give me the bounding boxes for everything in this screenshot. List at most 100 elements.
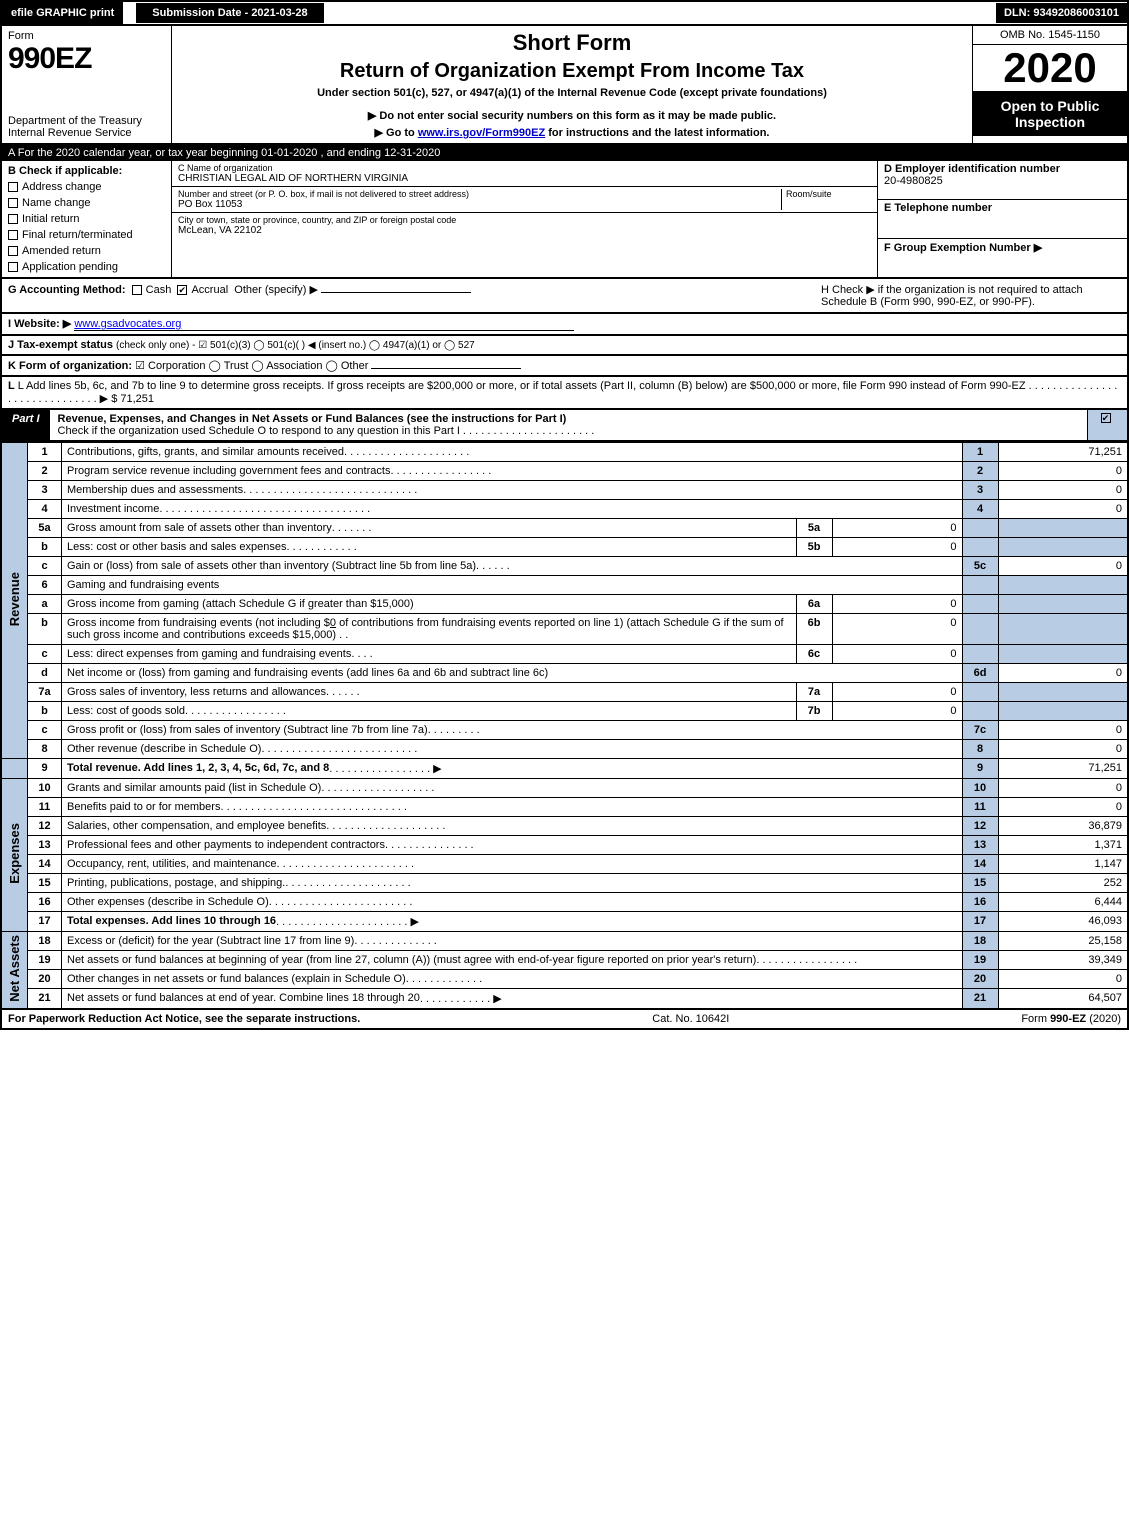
lbl-final-return: Final return/terminated xyxy=(22,229,133,241)
lbl-name-change: Name change xyxy=(22,197,91,209)
ln5c-desc: Gain or (loss) from sale of assets other… xyxy=(67,560,476,572)
ln15-num: 15 xyxy=(28,874,62,893)
ln18-num: 18 xyxy=(28,932,62,951)
ln5a-samt: 0 xyxy=(832,519,962,538)
ln7b-num: b xyxy=(28,702,62,721)
ln15-amt: 252 xyxy=(998,874,1128,893)
ln18-desc: Excess or (deficit) for the year (Subtra… xyxy=(67,935,354,947)
part-i-tag: Part I xyxy=(2,410,50,440)
website-link[interactable]: www.gsadvocates.org xyxy=(74,318,181,330)
ln6c-desc: Less: direct expenses from gaming and fu… xyxy=(67,648,351,660)
ln5c-ref: 5c xyxy=(962,557,998,576)
ln12-ref: 12 xyxy=(962,817,998,836)
row-i-website: I Website: ▶ www.gsadvocates.org xyxy=(0,314,1129,336)
val-city: McLean, VA 22102 xyxy=(178,225,871,236)
ln7b-desc: Less: cost of goods sold xyxy=(67,705,185,717)
chk-accrual[interactable] xyxy=(177,285,187,295)
side-expenses: Expenses xyxy=(7,823,22,884)
dept-label: Department of the Treasury Internal Reve… xyxy=(8,115,165,139)
lbl-website: I Website: ▶ xyxy=(8,318,71,330)
ln16-amt: 6,444 xyxy=(998,893,1128,912)
ln7c-num: c xyxy=(28,721,62,740)
ln5a-sref: 5a xyxy=(796,519,832,538)
ln11-amt: 0 xyxy=(998,798,1128,817)
check-if-applicable: Check if applicable: xyxy=(19,165,122,177)
ln11-desc: Benefits paid to or for members xyxy=(67,801,220,813)
col-d-ein: D Employer identification number 20-4980… xyxy=(877,161,1127,277)
note2-post: for instructions and the latest informat… xyxy=(545,127,769,139)
lbl-accounting-method: G Accounting Method: xyxy=(8,284,126,296)
row-a-tax-year: A For the 2020 calendar year, or tax yea… xyxy=(0,145,1129,161)
form-header: Form 990EZ Department of the Treasury In… xyxy=(0,26,1129,145)
chk-part-i-schedule-o[interactable] xyxy=(1101,413,1111,423)
efile-print-button[interactable]: efile GRAPHIC print xyxy=(2,2,123,24)
ln5b-samt: 0 xyxy=(832,538,962,557)
ln7a-sref: 7a xyxy=(796,683,832,702)
footer-left: For Paperwork Reduction Act Notice, see … xyxy=(8,1013,360,1025)
ln17-num: 17 xyxy=(28,912,62,932)
label-b: B xyxy=(8,165,16,177)
chk-application-pending[interactable] xyxy=(8,262,18,272)
chk-initial-return[interactable] xyxy=(8,214,18,224)
ln3-ref: 3 xyxy=(962,481,998,500)
lbl-group-exempt: F Group Exemption Number ▶ xyxy=(884,242,1042,254)
ln7b-sref: 7b xyxy=(796,702,832,721)
ln3-num: 3 xyxy=(28,481,62,500)
lbl-accrual: Accrual xyxy=(191,284,228,296)
ln17-ref: 17 xyxy=(962,912,998,932)
ln17-desc: Total expenses. Add lines 10 through 16 xyxy=(67,915,276,928)
lbl-room: Room/suite xyxy=(786,189,871,199)
ln5b-num: b xyxy=(28,538,62,557)
section-b-c-d: B Check if applicable: Address change Na… xyxy=(0,161,1129,279)
val-address: PO Box 11053 xyxy=(178,199,781,210)
ln6c-samt: 0 xyxy=(832,645,962,664)
omb-number: OMB No. 1545-1150 xyxy=(973,26,1127,45)
row-k-org-form: K Form of organization: ☑ Corporation ◯ … xyxy=(0,356,1129,377)
part-i-table: Revenue 1 Contributions, gifts, grants, … xyxy=(0,442,1129,1010)
ln18-amt: 25,158 xyxy=(998,932,1128,951)
ln16-num: 16 xyxy=(28,893,62,912)
ln1-ref: 1 xyxy=(962,443,998,462)
chk-cash[interactable] xyxy=(132,285,142,295)
footer-mid: Cat. No. 10642I xyxy=(652,1013,729,1025)
ln19-desc: Net assets or fund balances at beginning… xyxy=(67,954,756,966)
ln8-ref: 8 xyxy=(962,740,998,759)
ln6c-sref: 6c xyxy=(796,645,832,664)
ln16-ref: 16 xyxy=(962,893,998,912)
chk-amended-return[interactable] xyxy=(8,246,18,256)
lbl-city: City or town, state or province, country… xyxy=(178,215,871,225)
l-amount: $ 71,251 xyxy=(111,393,154,405)
ln5c-amt: 0 xyxy=(998,557,1128,576)
lbl-org-form: K Form of organization: xyxy=(8,360,132,372)
ln6c-num: c xyxy=(28,645,62,664)
dln-label: DLN: 93492086003101 xyxy=(996,3,1127,23)
ln3-desc: Membership dues and assessments xyxy=(67,484,243,496)
other-method-field[interactable] xyxy=(321,292,471,293)
ln11-ref: 11 xyxy=(962,798,998,817)
ln5a-desc: Gross amount from sale of assets other t… xyxy=(67,522,332,534)
ln20-amt: 0 xyxy=(998,970,1128,989)
chk-final-return[interactable] xyxy=(8,230,18,240)
col-b-checkboxes: B Check if applicable: Address change Na… xyxy=(2,161,172,277)
ln7c-ref: 7c xyxy=(962,721,998,740)
ln6a-desc: Gross income from gaming (attach Schedul… xyxy=(62,595,797,614)
open-inspection: Open to Public Inspection xyxy=(973,91,1127,136)
ln9-amt: 71,251 xyxy=(998,759,1128,779)
irs-link[interactable]: www.irs.gov/Form990EZ xyxy=(418,127,545,139)
row-j-tax-exempt: J Tax-exempt status (check only one) - ☑… xyxy=(0,336,1129,356)
chk-address-change[interactable] xyxy=(8,182,18,192)
ln21-num: 21 xyxy=(28,989,62,1010)
ln7a-num: 7a xyxy=(28,683,62,702)
val-org-name: CHRISTIAN LEGAL AID OF NORTHERN VIRGINIA xyxy=(178,173,871,184)
ln15-desc: Printing, publications, postage, and shi… xyxy=(67,877,285,889)
ln6-num: 6 xyxy=(28,576,62,595)
ln6b-num: b xyxy=(28,614,62,645)
ln14-num: 14 xyxy=(28,855,62,874)
other-org-field[interactable] xyxy=(371,368,521,369)
ln6a-sref: 6a xyxy=(796,595,832,614)
ln13-num: 13 xyxy=(28,836,62,855)
ln18-ref: 18 xyxy=(962,932,998,951)
part-i-sub: Check if the organization used Schedule … xyxy=(58,425,460,437)
ln19-num: 19 xyxy=(28,951,62,970)
chk-name-change[interactable] xyxy=(8,198,18,208)
